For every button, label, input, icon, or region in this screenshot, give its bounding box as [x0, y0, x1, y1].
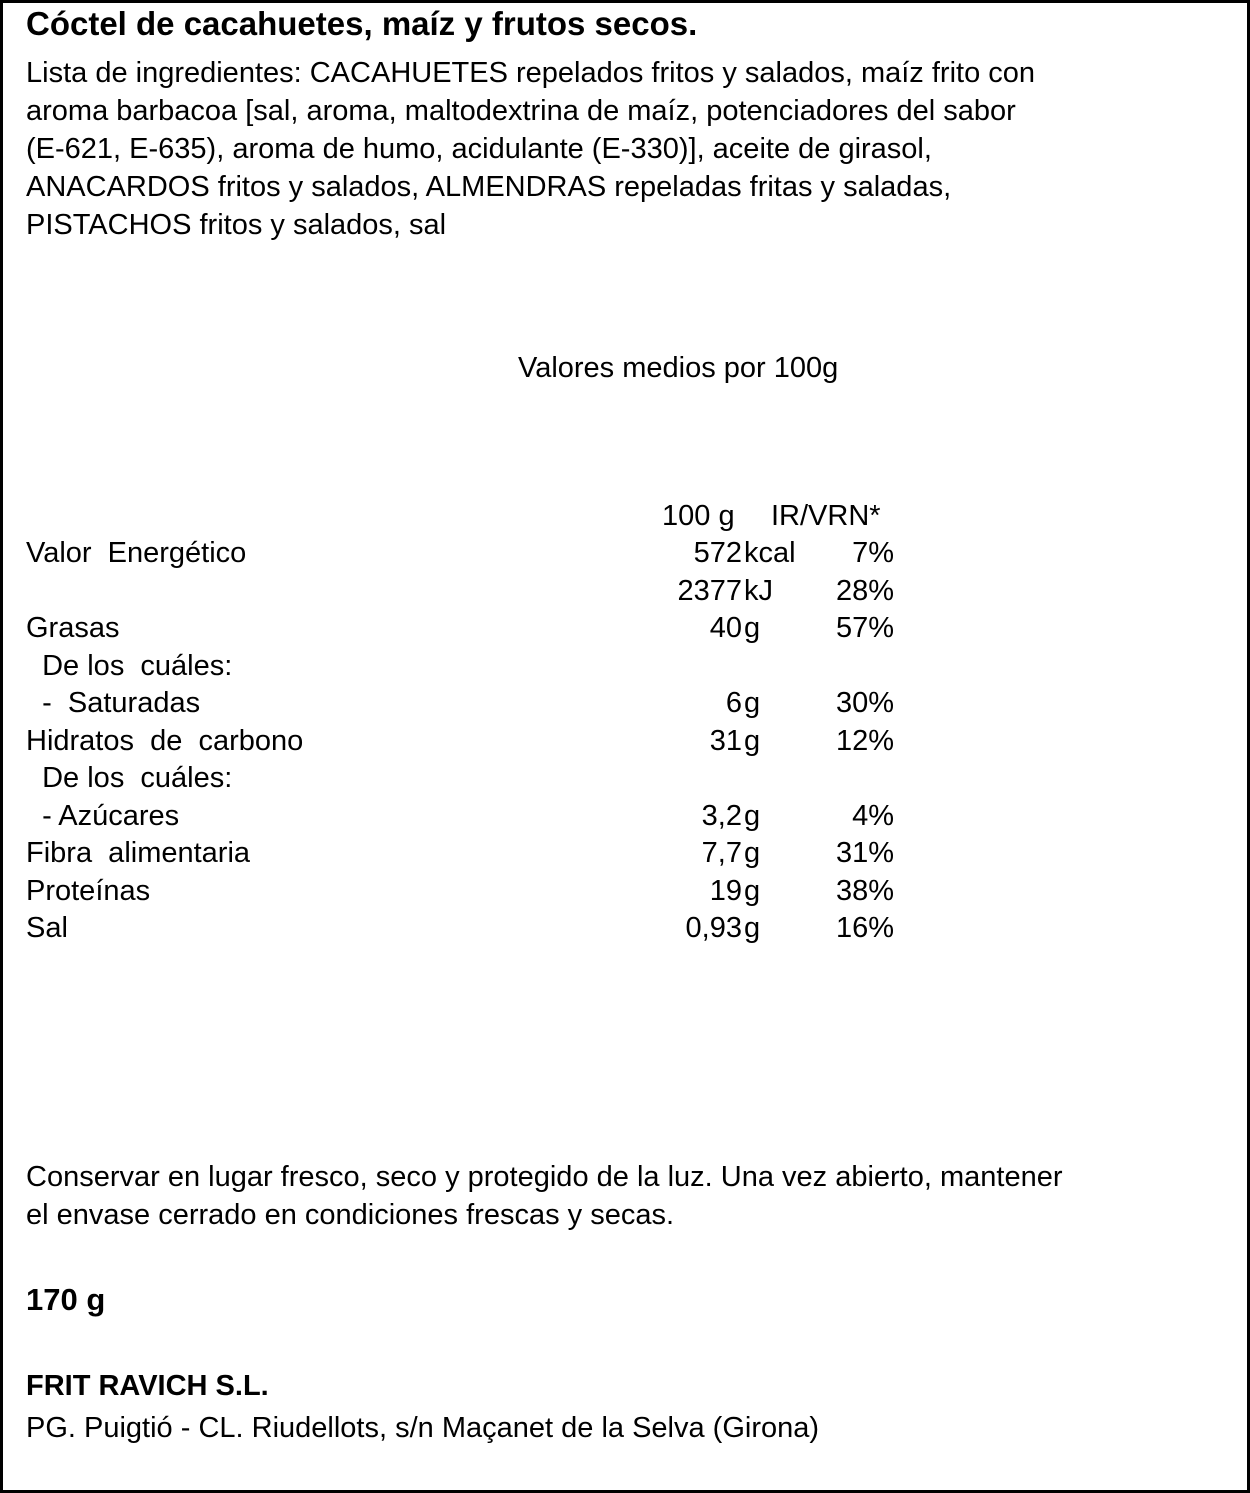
nutrient-ir-percent: 12% [835, 724, 894, 757]
nutrient-label: - Saturadas [26, 687, 201, 719]
nutrition-row: - Saturadas 6 g 30% [26, 684, 906, 722]
nutrition-row: Hidratos de carbono 31 g 12% [26, 722, 906, 760]
nutrient-label: Fibra alimentaria [26, 837, 251, 869]
nutrient-ir-percent: 38% [835, 874, 894, 907]
nutrient-ir-percent: 31% [835, 837, 894, 869]
nutrient-unit: g [744, 912, 761, 944]
nutrient-ir-percent: 30% [835, 687, 894, 719]
nutrition-heading: Valores medios por 100g [518, 352, 839, 384]
nutrient-value: 40 [709, 612, 742, 644]
nutrition-row: De los cuáles: [26, 759, 906, 797]
nutrient-label: Proteínas [26, 874, 151, 907]
nutrient-ir-percent: 57% [835, 612, 894, 644]
nutrition-row: 2377 kJ 28% [26, 572, 906, 610]
nutrient-unit: g [744, 612, 761, 644]
nutrient-ir-percent: 7% [852, 537, 894, 569]
nutrition-row: Sal 0,93 g 16% [26, 909, 906, 947]
nutrient-unit: kcal [744, 537, 796, 569]
nutrient-label: Hidratos de carbono [26, 724, 304, 757]
ingredients-line: (E-621, E-635), aroma de humo, acidulant… [26, 133, 932, 165]
nutrient-value: 572 [693, 537, 742, 569]
nutrient-value: 0,93 [685, 912, 742, 944]
col-ir-header: IR/VRN* [771, 500, 881, 532]
ingredients-line: Lista de ingredientes: CACAHUETES repela… [26, 57, 1036, 89]
nutrient-unit: g [744, 874, 761, 907]
company-address: PG. Puigtió - CL. Riudellots, s/n Maçane… [26, 1412, 820, 1444]
nutrient-unit: g [744, 687, 761, 719]
storage-line: Conservar en lugar fresco, seco y proteg… [26, 1161, 1063, 1193]
ingredients-line: ANACARDOS fritos y salados, ALMENDRAS re… [26, 171, 952, 203]
nutrition-row: Proteínas 19 g 38% [26, 872, 906, 910]
nutrient-label: Valor Energético [26, 537, 247, 569]
nutrient-ir-percent: 4% [852, 799, 894, 832]
nutrient-unit: g [744, 799, 761, 832]
nutrient-unit: g [744, 837, 761, 869]
nutrient-label: De los cuáles: [26, 762, 233, 794]
ingredients-line: PISTACHOS fritos y salados, sal [26, 209, 447, 241]
net-weight: 170 g [26, 1282, 106, 1317]
storage-line: el envase cerrado en condiciones frescas… [26, 1199, 675, 1231]
company-name: FRIT RAVICH S.L. [26, 1370, 269, 1402]
nutrient-value: 2377 [677, 574, 742, 607]
nutrient-value: 6 [725, 687, 742, 719]
nutrient-value: 31 [709, 724, 742, 757]
product-title: Cóctel de cacahuetes, maíz y frutos seco… [26, 5, 698, 42]
ingredients-list: Lista de ingredientes: CACAHUETES repela… [26, 54, 1226, 244]
nutrition-row: Grasas 40 g 57% [26, 609, 906, 647]
nutrient-value: 3,2 [701, 799, 742, 832]
nutrition-row: - Azúcares 3,2 g 4% [26, 797, 906, 835]
nutrition-row: De los cuáles: [26, 647, 906, 685]
nutrition-row: Fibra alimentaria 7,7 g 31% [26, 834, 906, 872]
ingredients-line: aroma barbacoa [sal, aroma, maltodextrin… [26, 95, 1016, 127]
nutrient-label: - Azúcares [26, 799, 180, 832]
nutrition-row: Valor Energético 572 kcal 7% [26, 534, 906, 572]
nutrient-label: De los cuáles: [26, 649, 233, 682]
col-amount-header: 100 g [662, 500, 735, 532]
nutrient-label: Sal [26, 912, 68, 944]
nutrient-unit: kJ [744, 574, 773, 607]
nutrient-value: 7,7 [701, 837, 742, 869]
nutrient-value: 19 [709, 874, 742, 907]
nutrient-unit: g [744, 724, 761, 757]
nutrient-ir-percent: 16% [835, 912, 894, 944]
nutrient-ir-percent: 28% [835, 574, 894, 607]
nutrient-label: Grasas [26, 612, 120, 644]
